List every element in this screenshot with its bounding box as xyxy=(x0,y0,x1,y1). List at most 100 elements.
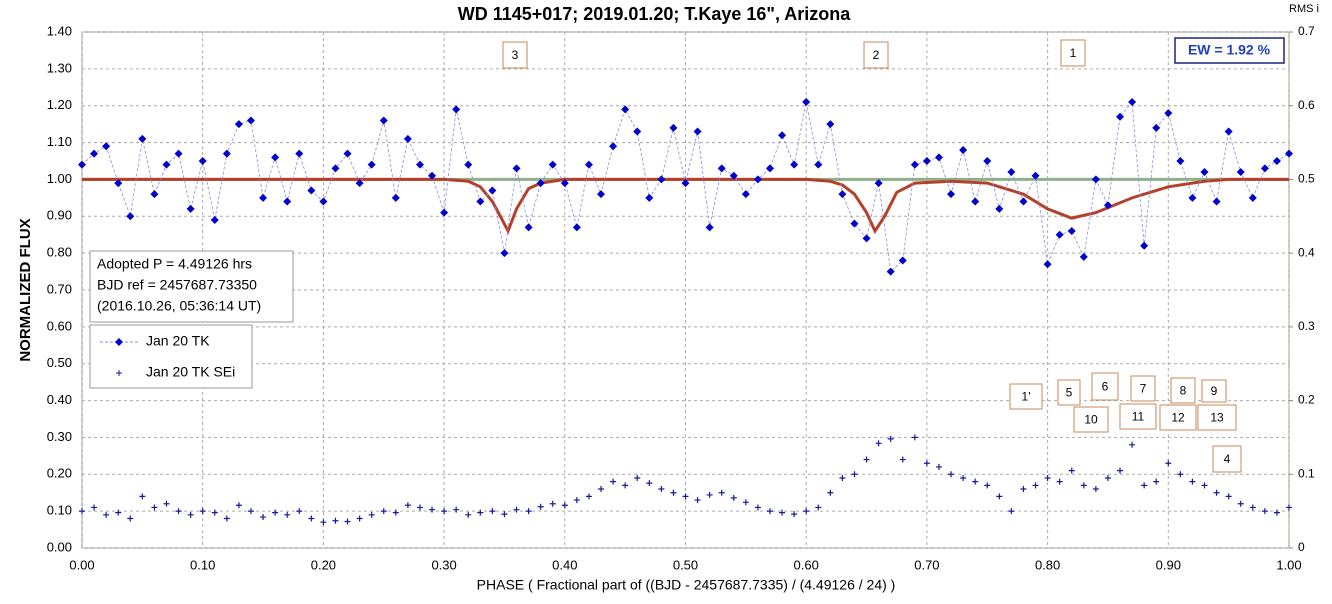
annotation-box xyxy=(863,41,889,69)
point xyxy=(560,179,569,188)
y-tick-label: 1.20 xyxy=(47,97,72,112)
point xyxy=(754,504,761,511)
y-tick-label: 0.40 xyxy=(47,392,72,407)
point xyxy=(1043,260,1052,269)
legend-label: Jan 20 TK SEi xyxy=(146,364,235,380)
point xyxy=(1067,227,1076,236)
point xyxy=(1224,127,1233,136)
point xyxy=(319,197,328,206)
point xyxy=(1140,241,1149,250)
point xyxy=(524,223,533,232)
y-tick-label: 0.20 xyxy=(47,466,72,481)
annotation-label: 1 xyxy=(1070,46,1077,60)
point xyxy=(548,160,557,169)
y-tick-label: 0.50 xyxy=(47,355,72,370)
x-tick-label: 0.40 xyxy=(552,557,577,572)
annotation-label: 3 xyxy=(512,48,519,62)
annotation-label: 9 xyxy=(1211,384,1218,398)
point xyxy=(477,509,484,516)
x-axis-label: PHASE ( Fractional part of ((BJD - 24576… xyxy=(477,577,896,593)
point xyxy=(960,474,967,481)
point xyxy=(308,515,315,522)
point xyxy=(646,480,653,487)
y-tick-label: 0.00 xyxy=(47,539,72,554)
point xyxy=(368,511,375,518)
point xyxy=(536,179,545,188)
point xyxy=(1032,482,1039,489)
point xyxy=(1019,197,1028,206)
point xyxy=(959,145,968,154)
point xyxy=(272,509,279,516)
point xyxy=(343,149,352,158)
y2-tick-label: 0.2 xyxy=(1298,393,1315,407)
point xyxy=(922,157,931,165)
info-box xyxy=(89,250,294,323)
point xyxy=(320,519,327,526)
point xyxy=(669,123,678,132)
model-curve xyxy=(82,177,1289,235)
annotation-box xyxy=(1170,377,1196,404)
point xyxy=(899,456,906,463)
point xyxy=(78,160,86,169)
point xyxy=(729,171,738,180)
annotation-label: 11 xyxy=(1132,410,1145,424)
point xyxy=(1092,486,1099,493)
point xyxy=(344,518,351,525)
point xyxy=(778,131,787,140)
y-axis-label: NORMALIZED FLUX xyxy=(17,218,34,361)
point xyxy=(465,511,472,518)
point xyxy=(90,149,99,158)
point xyxy=(1031,171,1040,180)
y2-tick-label: 0.3 xyxy=(1298,319,1315,333)
point xyxy=(814,160,823,169)
point xyxy=(1116,112,1125,121)
point xyxy=(175,508,182,515)
point xyxy=(1272,157,1281,165)
point xyxy=(765,164,774,173)
point xyxy=(246,116,255,125)
point xyxy=(512,164,521,173)
point xyxy=(103,511,110,518)
x-tick-label: 0.90 xyxy=(1156,557,1181,572)
point xyxy=(186,204,195,213)
point xyxy=(995,204,1004,213)
point xyxy=(415,160,424,169)
point xyxy=(174,149,183,158)
annotation-label: 4 xyxy=(1224,452,1231,466)
chart-title: WD 1145+017; 2019.01.20; T.Kaye 16", Ari… xyxy=(458,4,852,24)
ew-box xyxy=(1174,37,1285,64)
point xyxy=(948,471,955,478)
point xyxy=(452,105,461,114)
y2-tick-label: 0.7 xyxy=(1298,24,1315,38)
point xyxy=(634,474,641,481)
point xyxy=(356,515,363,522)
annotation-box xyxy=(1060,39,1086,67)
point xyxy=(513,506,520,513)
annotation-box xyxy=(1197,404,1237,431)
point xyxy=(742,499,749,506)
point xyxy=(150,190,159,199)
point xyxy=(827,489,834,496)
x-tick-label: 0.70 xyxy=(914,557,939,572)
point xyxy=(138,134,147,143)
point xyxy=(198,157,207,165)
point xyxy=(1213,489,1220,496)
point xyxy=(1260,164,1269,173)
point xyxy=(622,482,629,489)
y-tick-label: 1.00 xyxy=(47,171,72,186)
info-line: (2016.10.26, 05:36:14 UT) xyxy=(97,298,261,314)
point xyxy=(766,508,773,515)
point xyxy=(803,508,810,515)
point xyxy=(658,486,665,493)
point xyxy=(984,482,991,489)
point xyxy=(923,460,930,467)
point xyxy=(1055,230,1064,239)
annotation-box xyxy=(502,41,528,69)
point xyxy=(391,193,400,202)
point xyxy=(247,508,254,515)
y-tick-label: 0.60 xyxy=(47,318,72,333)
y2-tick-label: 0.5 xyxy=(1298,172,1315,186)
point xyxy=(380,508,387,515)
point xyxy=(403,134,412,143)
point xyxy=(1152,123,1161,132)
